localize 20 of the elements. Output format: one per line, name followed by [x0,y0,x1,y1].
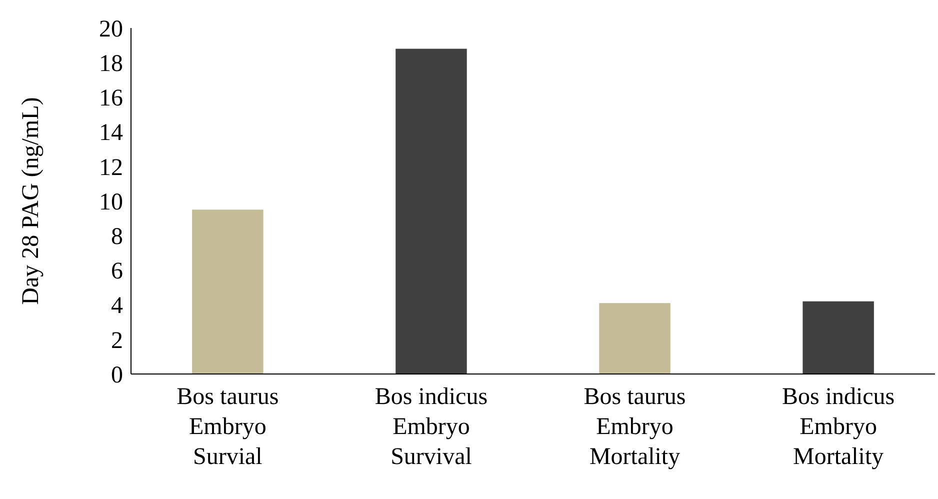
y-tick-label: 16 [99,86,123,112]
bar [192,210,264,374]
y-tick-label: 12 [99,154,123,181]
y-tick-label: 0 [111,362,123,388]
y-tick-label: 20 [99,16,123,42]
bar [396,48,467,374]
y-axis-title: Day 28 PAG (ng/mL) [18,97,44,305]
y-tick-label: 4 [111,293,123,320]
y-tick-label: 6 [111,258,123,285]
x-tick-label: Bos taurus Embryo Survial [176,384,279,470]
y-tick-label: 14 [99,120,123,146]
x-tick-label: Bos indicus Embryo Survival [374,384,488,470]
y-tick-label: 18 [99,51,123,77]
bar [802,301,874,374]
y-tick-label: 2 [111,328,123,354]
y-tick-label: 8 [111,224,123,250]
bar [599,303,670,374]
x-tick-label: Bos indicus Embryo Mortality [782,384,895,470]
y-tick-label: 10 [99,189,123,216]
x-tick-label: Bos taurus Embryo Mortality [584,384,686,470]
